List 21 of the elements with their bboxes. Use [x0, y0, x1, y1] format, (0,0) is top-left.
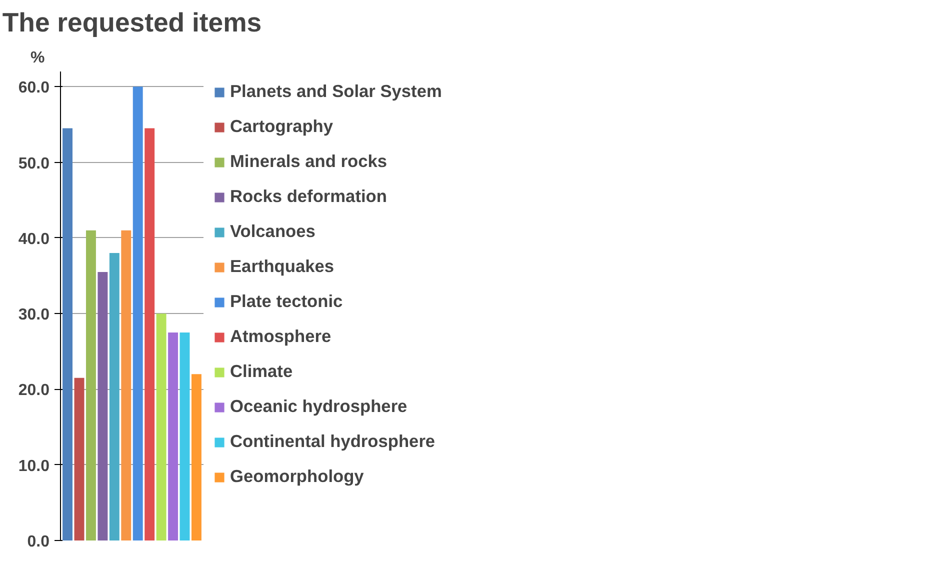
legend-label: Minerals and rocks	[230, 151, 387, 172]
y-tick-label: 40.0	[18, 230, 50, 248]
y-tick-label: 60.0	[18, 80, 50, 97]
legend-label: Atmosphere	[230, 326, 332, 347]
legend-label: Rocks deformation	[230, 186, 387, 207]
y-axis-title: %	[30, 50, 45, 66]
y-tick-label: 20.0	[18, 382, 50, 400]
legend-label: Volcanoes	[230, 221, 316, 242]
chart-title: The requested items	[2, 8, 262, 38]
legend-label: Planets and Solar System	[230, 81, 442, 102]
y-tick-label: 30.0	[18, 306, 50, 324]
y-tick-label: 50.0	[18, 155, 50, 172]
legend-label: Continental hydrosphere	[230, 431, 436, 452]
legend-label: Cartography	[230, 116, 334, 137]
legend-label: Earthquakes	[230, 256, 334, 277]
legend-label: Geomorphology	[230, 466, 364, 487]
y-tick-label: 10.0	[18, 458, 50, 475]
legend-label: Oceanic hydrosphere	[230, 396, 408, 417]
legend-label: Climate	[230, 361, 293, 382]
y-tick-label: 0.0	[27, 534, 50, 550]
legend-label: Plate tectonic	[230, 291, 343, 312]
